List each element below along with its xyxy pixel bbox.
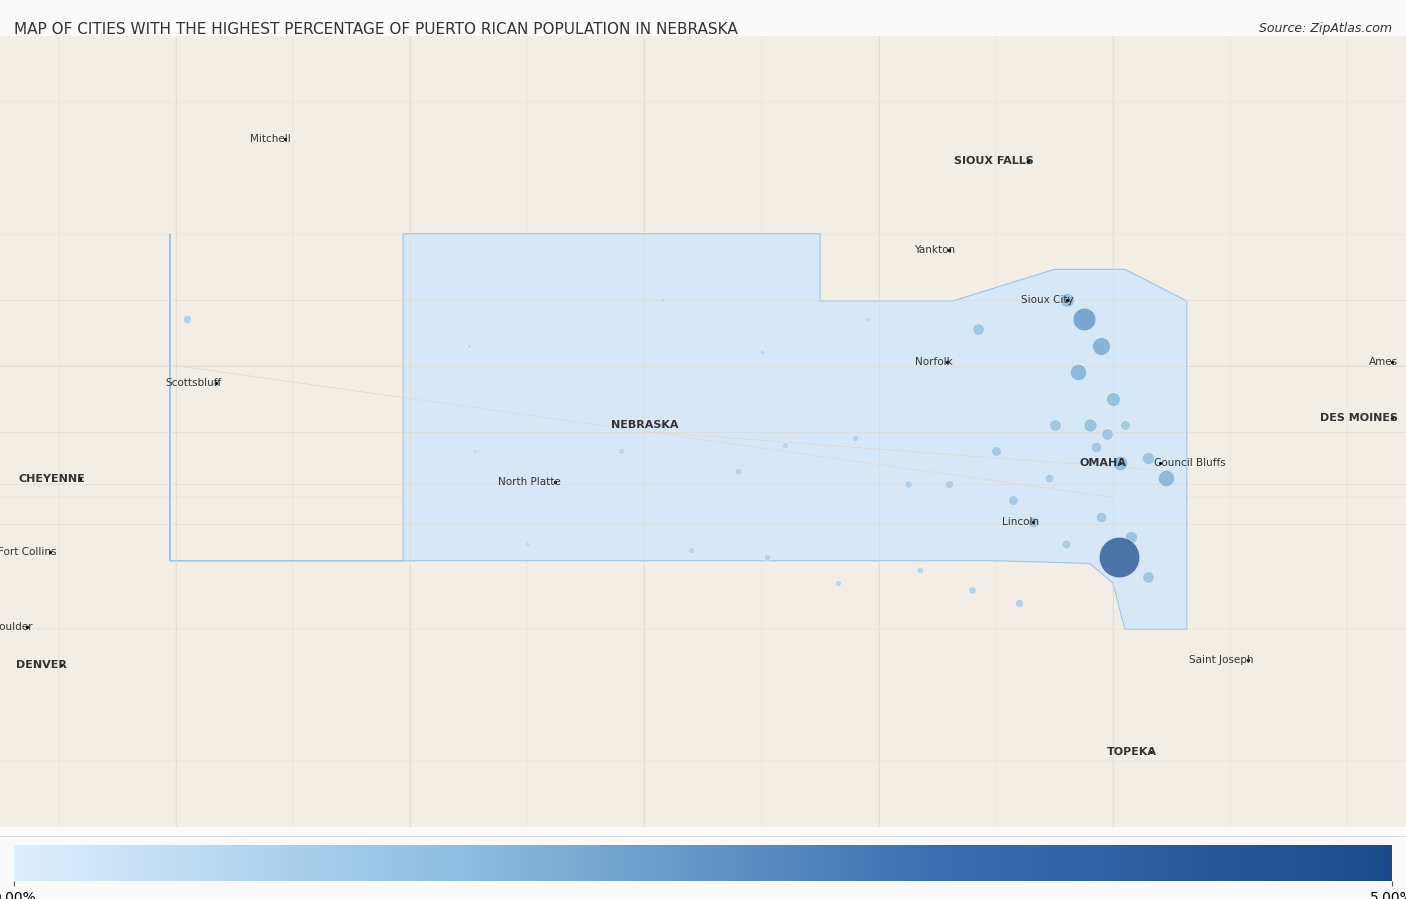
Point [610, 444, 633, 458]
Text: Saint Joseph: Saint Joseph [1189, 654, 1254, 664]
Text: Scottsbluff: Scottsbluff [165, 378, 221, 387]
Polygon shape [170, 234, 1187, 629]
Point [274, 131, 297, 146]
Point [844, 431, 866, 445]
Point [938, 477, 960, 492]
Text: TOPEKA: TOPEKA [1107, 747, 1156, 757]
Point [1056, 292, 1078, 307]
Point [962, 583, 984, 597]
Text: Sioux City: Sioux City [1021, 295, 1073, 305]
Text: Fort Collins: Fort Collins [0, 547, 56, 556]
Text: Council Bluffs: Council Bluffs [1154, 458, 1226, 468]
Text: NEBRASKA: NEBRASKA [610, 420, 678, 430]
Point [204, 376, 226, 390]
Point [984, 444, 1007, 458]
Text: Lincoln: Lincoln [1002, 518, 1039, 528]
Point [1067, 365, 1090, 379]
Point [827, 576, 849, 591]
Point [1102, 391, 1125, 405]
Text: Boulder: Boulder [0, 622, 32, 632]
Point [516, 537, 538, 551]
Point [1084, 441, 1107, 455]
Point [1137, 569, 1160, 583]
Text: SIOUX FALLS: SIOUX FALLS [953, 156, 1033, 166]
Text: MAP OF CITIES WITH THE HIGHEST PERCENTAGE OF PUERTO RICAN POPULATION IN NEBRASKA: MAP OF CITIES WITH THE HIGHEST PERCENTAG… [14, 22, 738, 38]
Point [751, 345, 773, 360]
Point [1108, 549, 1130, 564]
Text: DES MOINES: DES MOINES [1320, 414, 1398, 423]
Point [1073, 312, 1095, 326]
Point [756, 549, 779, 564]
Point [908, 563, 931, 577]
Point [651, 292, 673, 307]
Point [1154, 470, 1177, 485]
Point [176, 312, 198, 326]
Point [1090, 339, 1112, 353]
Point [1017, 154, 1039, 168]
Point [544, 475, 567, 489]
Point [1114, 418, 1136, 432]
Point [1090, 510, 1112, 524]
Text: North Platte: North Platte [499, 476, 561, 486]
Point [773, 438, 796, 452]
Text: Yankton: Yankton [914, 245, 955, 254]
Point [1109, 456, 1132, 470]
Point [856, 312, 879, 326]
Point [938, 243, 960, 257]
Point [681, 543, 703, 557]
Point [1137, 450, 1160, 465]
Point [1022, 515, 1045, 530]
Point [457, 339, 479, 353]
Point [727, 464, 749, 478]
Point [463, 444, 485, 458]
Point [1008, 596, 1031, 610]
Point [935, 354, 957, 369]
Point [1097, 427, 1119, 441]
Point [967, 322, 990, 336]
Point [651, 418, 673, 432]
Point [897, 477, 920, 492]
Text: Norfolk: Norfolk [915, 357, 952, 367]
Text: OMAHA: OMAHA [1078, 458, 1126, 468]
Point [1078, 418, 1101, 432]
Point [1038, 470, 1060, 485]
Text: DENVER: DENVER [15, 660, 66, 670]
Text: Ames: Ames [1368, 357, 1398, 367]
Point [1043, 418, 1066, 432]
Text: Mitchell: Mitchell [250, 134, 291, 144]
Text: Source: ZipAtlas.com: Source: ZipAtlas.com [1258, 22, 1392, 35]
Point [1002, 493, 1025, 507]
Text: CHEYENNE: CHEYENNE [18, 474, 86, 484]
Point [1054, 537, 1077, 551]
Point [1119, 530, 1142, 544]
